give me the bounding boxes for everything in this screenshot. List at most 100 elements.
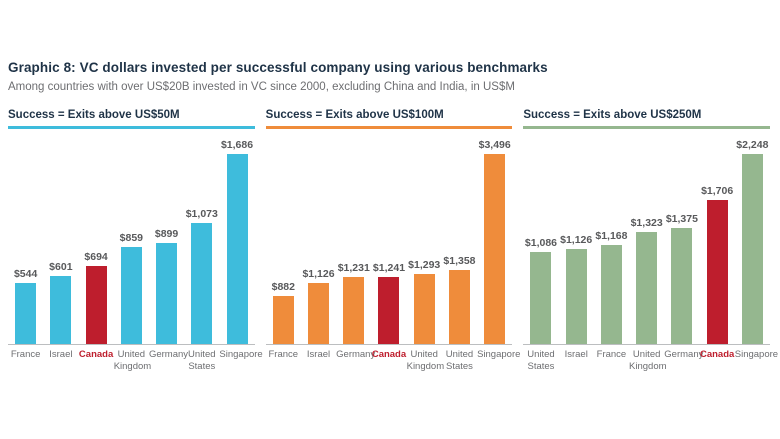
bar [484, 154, 506, 344]
panel-2: Success = Exits above US$100M $882 $1,126… [265, 109, 521, 373]
bar-value-label: $1,126 [560, 234, 593, 246]
bar [741, 154, 763, 344]
bar [343, 277, 365, 344]
panel-2-xlabels-row: France Israel Germany Canada United Kingdom U… [266, 349, 521, 373]
bar-value-label: $1,241 [372, 262, 406, 274]
x-axis-label: Singapore [477, 349, 521, 360]
bar [565, 249, 587, 344]
x-axis-label: Singapore [219, 349, 263, 360]
bar-cell: $1,168 [594, 230, 629, 344]
panel-1-underline [8, 126, 255, 129]
bar-cell: $601 [43, 261, 78, 344]
bar-value-label: $1,323 [630, 217, 663, 229]
panel-3-title: Success = Exits above US$250M [523, 109, 702, 121]
bar [50, 276, 72, 344]
panel-1: Success = Exits above US$50M $544 $601 $69… [8, 109, 263, 373]
bar-value-label: $1,231 [337, 262, 370, 274]
bar-cell: $1,686 [219, 139, 254, 344]
panel-1-xlabels-row: France Israel Canada United Kingdom Germany U… [8, 349, 263, 373]
bar-value-label: $1,126 [302, 268, 335, 280]
bar-highlight [378, 277, 400, 344]
bar-value-label: $1,293 [408, 259, 441, 271]
bar-value-label: $1,686 [220, 139, 254, 151]
bar-cell: $859 [114, 232, 149, 344]
x-axis-label: Israel [306, 349, 331, 360]
bar-cell: $2,248 [735, 139, 770, 344]
bar-cell: $694 [78, 251, 113, 344]
bar-value-label: $882 [271, 281, 295, 293]
panel-2-underline [265, 126, 513, 129]
bar [272, 296, 294, 344]
bar-cell: $1,126 [559, 234, 594, 344]
bar-value-label: $1,073 [185, 208, 218, 220]
x-axis-label: United Kingdom [113, 349, 152, 372]
bar-value-label: $859 [119, 232, 143, 244]
bar [448, 270, 470, 344]
bar-highlight [85, 266, 107, 344]
x-axis-label: United Kingdom [629, 349, 667, 372]
bar-value-label: $899 [154, 228, 179, 240]
bar-cell: $1,706 [700, 185, 735, 344]
bar [530, 252, 552, 344]
x-axis-label: Germany [336, 349, 376, 360]
bar-value-label: $2,248 [736, 139, 769, 151]
bar [15, 283, 37, 344]
x-axis-label: United Kingdom [406, 349, 445, 372]
bar [226, 154, 248, 344]
bar-value-label: $1,168 [595, 230, 628, 242]
bar [671, 228, 693, 344]
bar-cell: $1,126 [301, 268, 336, 344]
x-axis-label: France [268, 349, 299, 360]
bar-value-label: $601 [49, 261, 73, 273]
x-axis-label: France [596, 349, 627, 360]
x-axis-label: Germany [664, 349, 704, 360]
bar-highlight [706, 200, 728, 344]
bar-cell: $544 [8, 268, 43, 344]
x-axis-label: United States [188, 349, 216, 372]
page-subtitle: Among countries with over US$20B investe… [8, 81, 515, 93]
panel-2-title: Success = Exits above US$100M [265, 109, 444, 121]
bar-cell: $1,323 [629, 217, 664, 344]
bar-cell: $1,293 [407, 259, 442, 344]
x-axis-label: Singapore [734, 349, 779, 360]
bar-value-label: $694 [84, 251, 108, 263]
x-axis-label: Canada [371, 349, 407, 360]
bar-value-label: $544 [13, 268, 38, 280]
panel-1-bars-row: $544 $601 $694 $859 $899 $1,073 $1,686 [8, 129, 255, 345]
x-axis-label: Israel [564, 349, 588, 360]
bar-cell: $1,358 [442, 255, 477, 344]
chart-panels: Success = Exits above US$50M $544 $601 $69… [8, 109, 779, 373]
bar-cell: $3,496 [477, 139, 512, 344]
x-axis-label: Israel [49, 349, 73, 360]
bar-cell: $1,086 [523, 237, 558, 344]
bar-value-label: $1,086 [524, 237, 558, 249]
x-axis-label: Canada [699, 349, 735, 360]
bar-value-label: $3,496 [478, 139, 511, 151]
bar-cell: $1,073 [184, 208, 219, 344]
panel-3: Success = Exits above US$250M $1,086 $1,1… [523, 109, 779, 373]
panel-3-xlabels-row: United States Israel France United Kingdom G… [523, 349, 779, 373]
page-title: Graphic 8: VC dollars invested per succe… [8, 60, 548, 75]
bar [120, 247, 142, 344]
bar [636, 232, 658, 344]
bar-cell: $1,241 [371, 262, 406, 344]
bar-cell: $1,375 [664, 213, 699, 344]
panel-3-underline [523, 126, 771, 129]
panel-2-bars-row: $882 $1,126 $1,231 $1,241 $1,293 $1,358 $3,496 [265, 129, 513, 345]
bar [156, 243, 178, 344]
bar-cell: $882 [266, 281, 301, 344]
x-axis-label: Germany [148, 349, 189, 360]
panel-1-title: Success = Exits above US$50M [8, 109, 180, 121]
bar-value-label: $1,706 [701, 185, 734, 197]
panel-3-bars-row: $1,086 $1,126 $1,168 $1,323 $1,375 $1,706 $2,2… [523, 129, 771, 345]
bar-cell: $899 [149, 228, 184, 344]
x-axis-label: United States [527, 349, 555, 372]
bar [600, 245, 622, 344]
x-axis-label: France [10, 349, 41, 360]
x-axis-label: Canada [78, 349, 114, 360]
bar-value-label: $1,375 [665, 213, 698, 225]
bar-value-label: $1,358 [443, 255, 476, 267]
bar [413, 274, 435, 344]
bar-cell: $1,231 [336, 262, 371, 344]
